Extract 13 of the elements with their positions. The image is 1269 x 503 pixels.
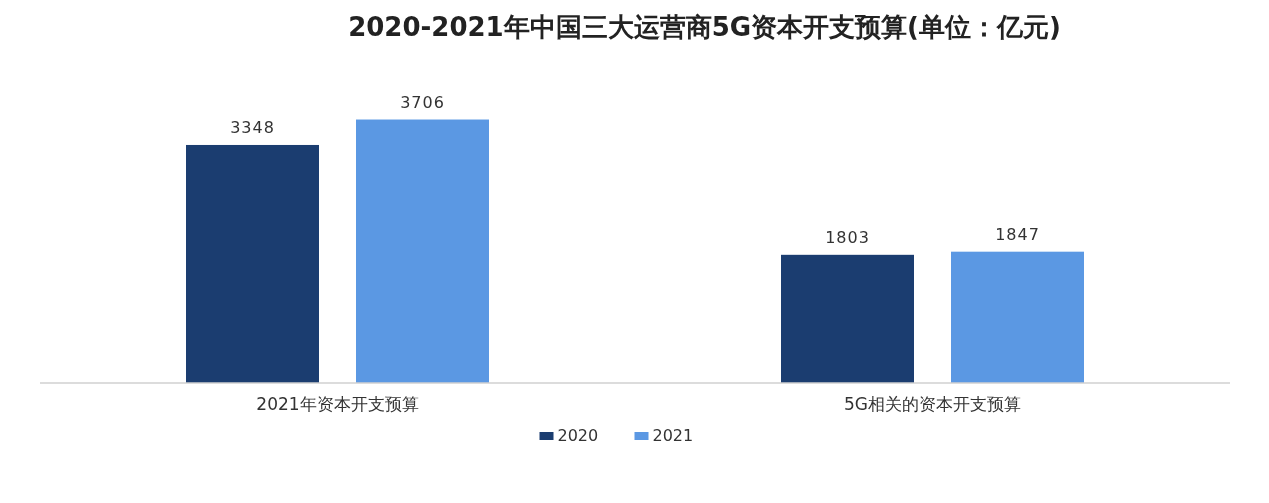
data-label: 3706 [400, 92, 445, 112]
bar [951, 251, 1084, 383]
x-tick-label: 2021年资本开支预算 [256, 394, 419, 414]
legend-label: 2020 [557, 426, 599, 445]
data-label: 1847 [995, 224, 1040, 244]
data-label: 1803 [825, 227, 870, 247]
x-tick-label: 5G相关的资本开支预算 [844, 394, 1021, 414]
bar [356, 119, 489, 383]
legend-label: 2021 [652, 426, 694, 445]
chart-title: 2020-2021年中国三大运营商5G资本开支预算(单位：亿元) [348, 12, 1061, 42]
bar [186, 144, 319, 383]
data-label: 3348 [230, 117, 275, 137]
bar [781, 254, 914, 383]
